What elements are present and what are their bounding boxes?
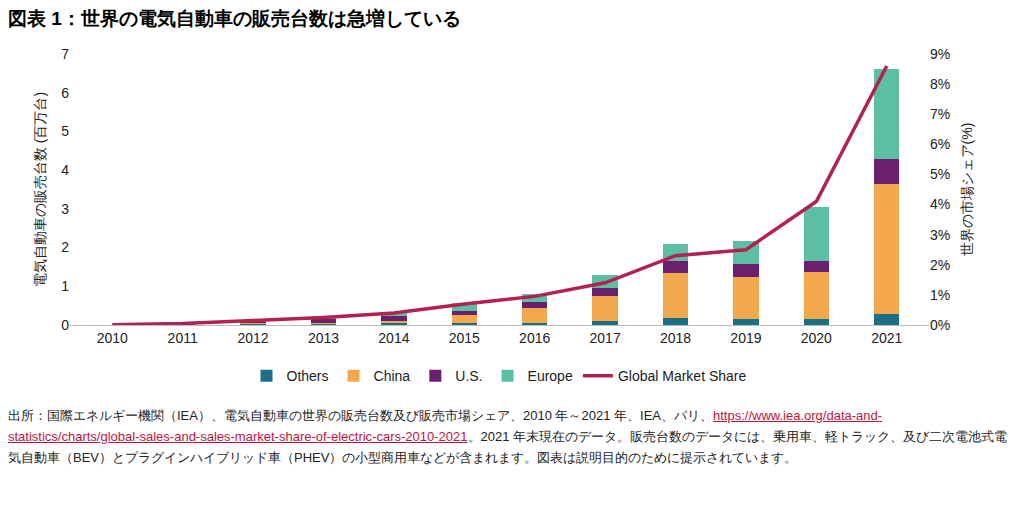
svg-text:9%: 9%	[930, 46, 950, 62]
svg-text:世界の市場シェア(%): 世界の市場シェア(%)	[959, 123, 975, 257]
svg-text:U.S.: U.S.	[455, 368, 482, 384]
svg-text:7: 7	[61, 46, 69, 62]
svg-text:4: 4	[61, 162, 69, 178]
svg-text:2021: 2021	[871, 330, 902, 346]
svg-text:6: 6	[61, 85, 69, 101]
svg-text:2016: 2016	[519, 330, 550, 346]
svg-text:8%: 8%	[930, 76, 950, 92]
svg-text:6%: 6%	[930, 136, 950, 152]
svg-text:2010: 2010	[97, 330, 128, 346]
svg-text:0%: 0%	[930, 317, 950, 333]
svg-text:1: 1	[61, 278, 69, 294]
svg-text:2%: 2%	[930, 257, 950, 273]
svg-text:2015: 2015	[449, 330, 480, 346]
svg-text:4%: 4%	[930, 196, 950, 212]
svg-text:Global Market Share: Global Market Share	[618, 368, 747, 384]
svg-text:Others: Others	[287, 368, 329, 384]
svg-text:China: China	[374, 368, 411, 384]
svg-text:Europe: Europe	[528, 368, 573, 384]
svg-text:3: 3	[61, 201, 69, 217]
html-text:図表 1：世界の電気自動車の販売台数は急増している: 図表 1：世界の電気自動車の販売台数は急増している	[8, 8, 461, 29]
svg-text:5: 5	[61, 123, 69, 139]
svg-text:2013: 2013	[308, 330, 339, 346]
svg-text:2014: 2014	[378, 330, 409, 346]
svg-text:1%: 1%	[930, 287, 950, 303]
svg-text:2019: 2019	[730, 330, 761, 346]
svg-text:5%: 5%	[930, 166, 950, 182]
svg-text:0: 0	[61, 317, 69, 333]
svg-text:2018: 2018	[660, 330, 691, 346]
svg-text:2: 2	[61, 239, 69, 255]
svg-text:3%: 3%	[930, 227, 950, 243]
svg-text:7%: 7%	[930, 106, 950, 122]
svg-text:2011: 2011	[168, 330, 198, 346]
svg-text:2020: 2020	[801, 330, 832, 346]
svg-text:2012: 2012	[237, 330, 268, 346]
svg-text:電気自動車の販売台数 (百万台): 電気自動車の販売台数 (百万台)	[32, 92, 48, 287]
svg-text:2017: 2017	[590, 330, 621, 346]
html-text:出所：国際エネルギー機関（IEA）、電気自動車の世界の販売台: 出所：国際エネルギー機関（IEA）、電気自動車の世界の販売台数及び販売市場シェア…	[8, 408, 1008, 465]
